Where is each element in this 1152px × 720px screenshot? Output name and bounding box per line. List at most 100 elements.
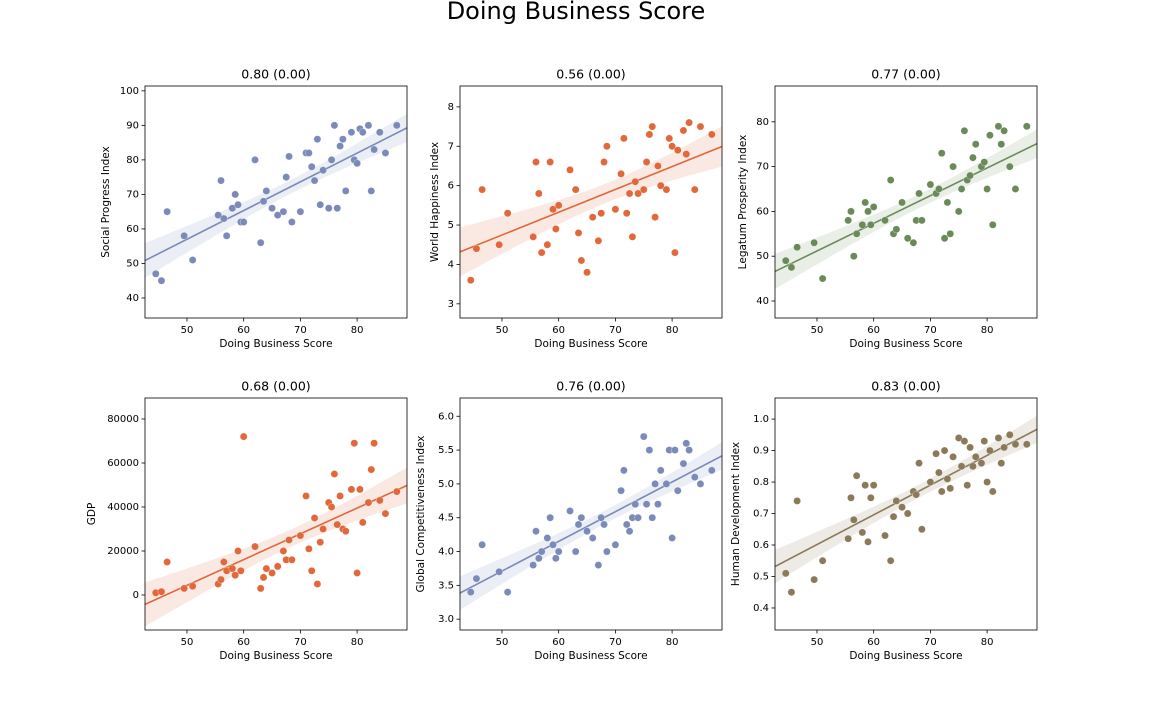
point (977, 459, 986, 467)
y-tick-label: 0.6 (753, 540, 769, 551)
point (691, 185, 699, 194)
subplot: 50 60 70 80 0.4 0.5 0.6 0.7 0.8 0.9 1.0 0.83 (0.00)… (730, 379, 1038, 662)
point (957, 462, 966, 471)
point (886, 176, 895, 184)
point (622, 209, 631, 217)
point (333, 204, 341, 212)
point (620, 134, 628, 143)
y-tick-label: 70 (756, 162, 769, 173)
point (571, 547, 580, 556)
point (926, 180, 935, 189)
subplot: 50 60 70 80 40 50 60 70 80 0.77 (0.00) Doing Busin… (737, 67, 1038, 350)
point (256, 584, 265, 593)
point (234, 201, 242, 209)
point (674, 486, 682, 495)
point (285, 152, 293, 161)
point (296, 531, 305, 540)
y-tick-label: 3.0 (438, 614, 454, 625)
point (886, 556, 895, 565)
x-tick-label: 80 (981, 325, 994, 336)
point (239, 432, 248, 441)
point (546, 513, 554, 522)
point (628, 233, 637, 241)
point (671, 446, 679, 454)
point (898, 503, 906, 511)
point (588, 534, 597, 542)
point (228, 204, 237, 212)
point (946, 484, 954, 493)
point (983, 185, 991, 193)
y-tick-label: 40 (126, 293, 139, 304)
point (554, 201, 563, 210)
point (617, 170, 625, 178)
point (214, 211, 222, 219)
y-tick-label: 60 (126, 224, 139, 235)
point (793, 243, 801, 251)
point (903, 509, 912, 518)
point (852, 472, 861, 480)
y-tick-label: 80 (756, 117, 769, 128)
y-tick-label: 70 (126, 189, 139, 200)
point (549, 205, 557, 214)
point (535, 189, 543, 198)
point (648, 122, 656, 131)
point (594, 237, 603, 245)
point (957, 185, 966, 193)
point (583, 268, 591, 277)
y-tick-label: 0.4 (753, 603, 769, 614)
point (393, 487, 401, 496)
point (220, 558, 228, 566)
point (787, 263, 796, 272)
point (844, 534, 852, 543)
fit-group (460, 126, 722, 277)
point (989, 221, 997, 229)
point (566, 166, 574, 174)
point (997, 140, 1006, 148)
point (696, 122, 705, 131)
point (935, 468, 943, 477)
x-tick-label: 80 (666, 325, 679, 336)
point (696, 480, 705, 488)
point (668, 534, 676, 542)
y-tick-label: 0.7 (753, 509, 769, 520)
point (685, 446, 693, 454)
point (282, 173, 290, 181)
x-tick-label: 70 (924, 325, 937, 336)
y-tick-label: 60 (756, 206, 769, 217)
y-tick-label: 20000 (107, 546, 139, 557)
y-tick-label: 4.5 (438, 513, 454, 524)
confidence-band (145, 467, 407, 627)
subplot: 50 60 70 80 40 50 60 70 80 90 100 0.80 (0.00) Doing … (100, 67, 408, 350)
point (307, 163, 316, 171)
point (503, 588, 512, 596)
point (307, 567, 316, 575)
point (915, 459, 923, 467)
fit-group (145, 113, 407, 278)
point (603, 547, 611, 556)
point (472, 574, 481, 583)
point (662, 480, 671, 488)
point (972, 140, 980, 148)
point (657, 466, 665, 475)
point (671, 248, 679, 257)
point (654, 162, 662, 170)
point (1011, 440, 1020, 449)
point (188, 582, 197, 590)
point (296, 207, 305, 216)
point (467, 276, 475, 284)
x-axis-label: Doing Business Score (849, 338, 962, 350)
point (793, 497, 801, 505)
confidence-band (775, 415, 1037, 584)
point (858, 528, 867, 537)
point (631, 500, 639, 508)
point (1006, 431, 1014, 439)
confidence-band (775, 129, 1037, 289)
point (642, 158, 651, 166)
point (892, 497, 901, 505)
axes-frame (774, 85, 1038, 319)
point (940, 234, 949, 243)
y-tick-label: 40000 (107, 502, 139, 513)
point (668, 142, 676, 151)
point (940, 446, 949, 455)
point (847, 207, 855, 216)
